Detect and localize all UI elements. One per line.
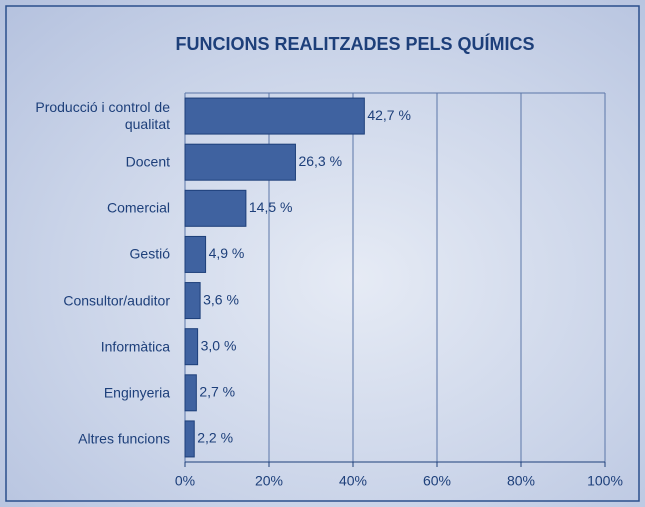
y-tick-label: Gestió xyxy=(129,245,170,262)
x-tick-label: 40% xyxy=(339,473,367,489)
y-tick-label: Enginyeria xyxy=(103,384,170,401)
frame xyxy=(5,5,640,502)
value-label: 4,9 % xyxy=(209,245,245,261)
x-tick-label: 80% xyxy=(507,473,535,489)
bar xyxy=(184,374,197,412)
x-tick-label: 20% xyxy=(255,473,283,489)
x-tick-label: 0% xyxy=(175,473,195,489)
y-tick-label: Producció i control de qualitat xyxy=(35,99,170,133)
value-label: 3,0 % xyxy=(201,337,237,353)
bar xyxy=(184,235,207,273)
x-tick-label: 60% xyxy=(423,473,451,489)
value-label: 42,7 % xyxy=(367,107,411,123)
value-label: 14,5 % xyxy=(249,199,293,215)
x-tick-label: 100% xyxy=(587,473,623,489)
y-tick-label: Consultor/auditor xyxy=(63,292,170,309)
value-label: 3,6 % xyxy=(203,291,239,307)
y-tick-label: Altres funcions xyxy=(78,430,170,447)
bar xyxy=(184,420,195,458)
chart-title: FUNCIONS REALITZADES PELS QUÍMICS xyxy=(175,33,534,54)
y-tick-label: Informàtica xyxy=(100,338,170,355)
y-tick-label: Docent xyxy=(125,153,170,170)
bar xyxy=(184,97,365,135)
bar xyxy=(184,282,201,320)
value-label: 2,2 % xyxy=(197,430,233,446)
bar xyxy=(184,328,199,366)
bar xyxy=(184,143,296,181)
value-label: 2,7 % xyxy=(199,384,235,400)
bar xyxy=(184,189,247,227)
y-tick-label: Comercial xyxy=(106,199,170,216)
value-label: 26,3 % xyxy=(298,153,342,169)
